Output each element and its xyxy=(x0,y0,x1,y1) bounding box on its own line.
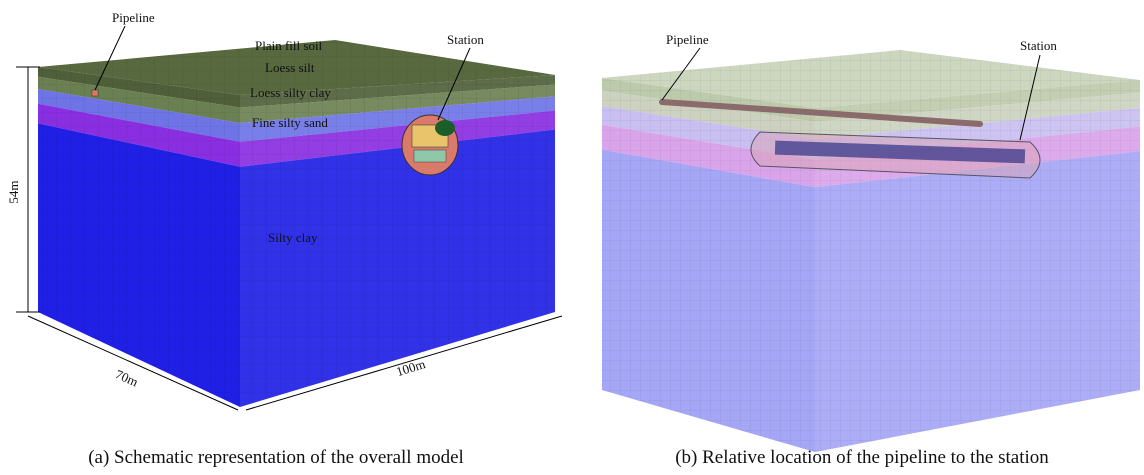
model-b xyxy=(602,50,1140,452)
callout: Station xyxy=(1020,38,1057,53)
caption: (a) Schematic representation of the over… xyxy=(88,447,464,468)
layer-label: Loess silt xyxy=(265,60,315,75)
station-detail xyxy=(414,150,446,162)
callout: Pipeline xyxy=(112,10,155,25)
dimension-label: 100m xyxy=(394,356,427,379)
layer-label: Loess silty clay xyxy=(250,85,331,100)
layer-label: Plain fill soil xyxy=(255,38,323,53)
dimension-label: 54m xyxy=(6,180,21,203)
mesh xyxy=(602,150,815,452)
station-detail xyxy=(435,120,455,136)
callout: Pipeline xyxy=(666,32,709,47)
figure: Pipeline Station Plain fill soil Loess s… xyxy=(0,0,1144,475)
pipeline-section xyxy=(92,90,98,96)
caption: (b) Relative location of the pipeline to… xyxy=(675,447,1049,468)
layer-label: Fine silty sand xyxy=(252,115,328,130)
layer-label: Silty clay xyxy=(268,230,318,245)
dimension-label: 70m xyxy=(113,366,140,389)
mesh xyxy=(38,123,240,407)
callout: Station xyxy=(447,32,484,47)
mesh xyxy=(815,151,1140,452)
